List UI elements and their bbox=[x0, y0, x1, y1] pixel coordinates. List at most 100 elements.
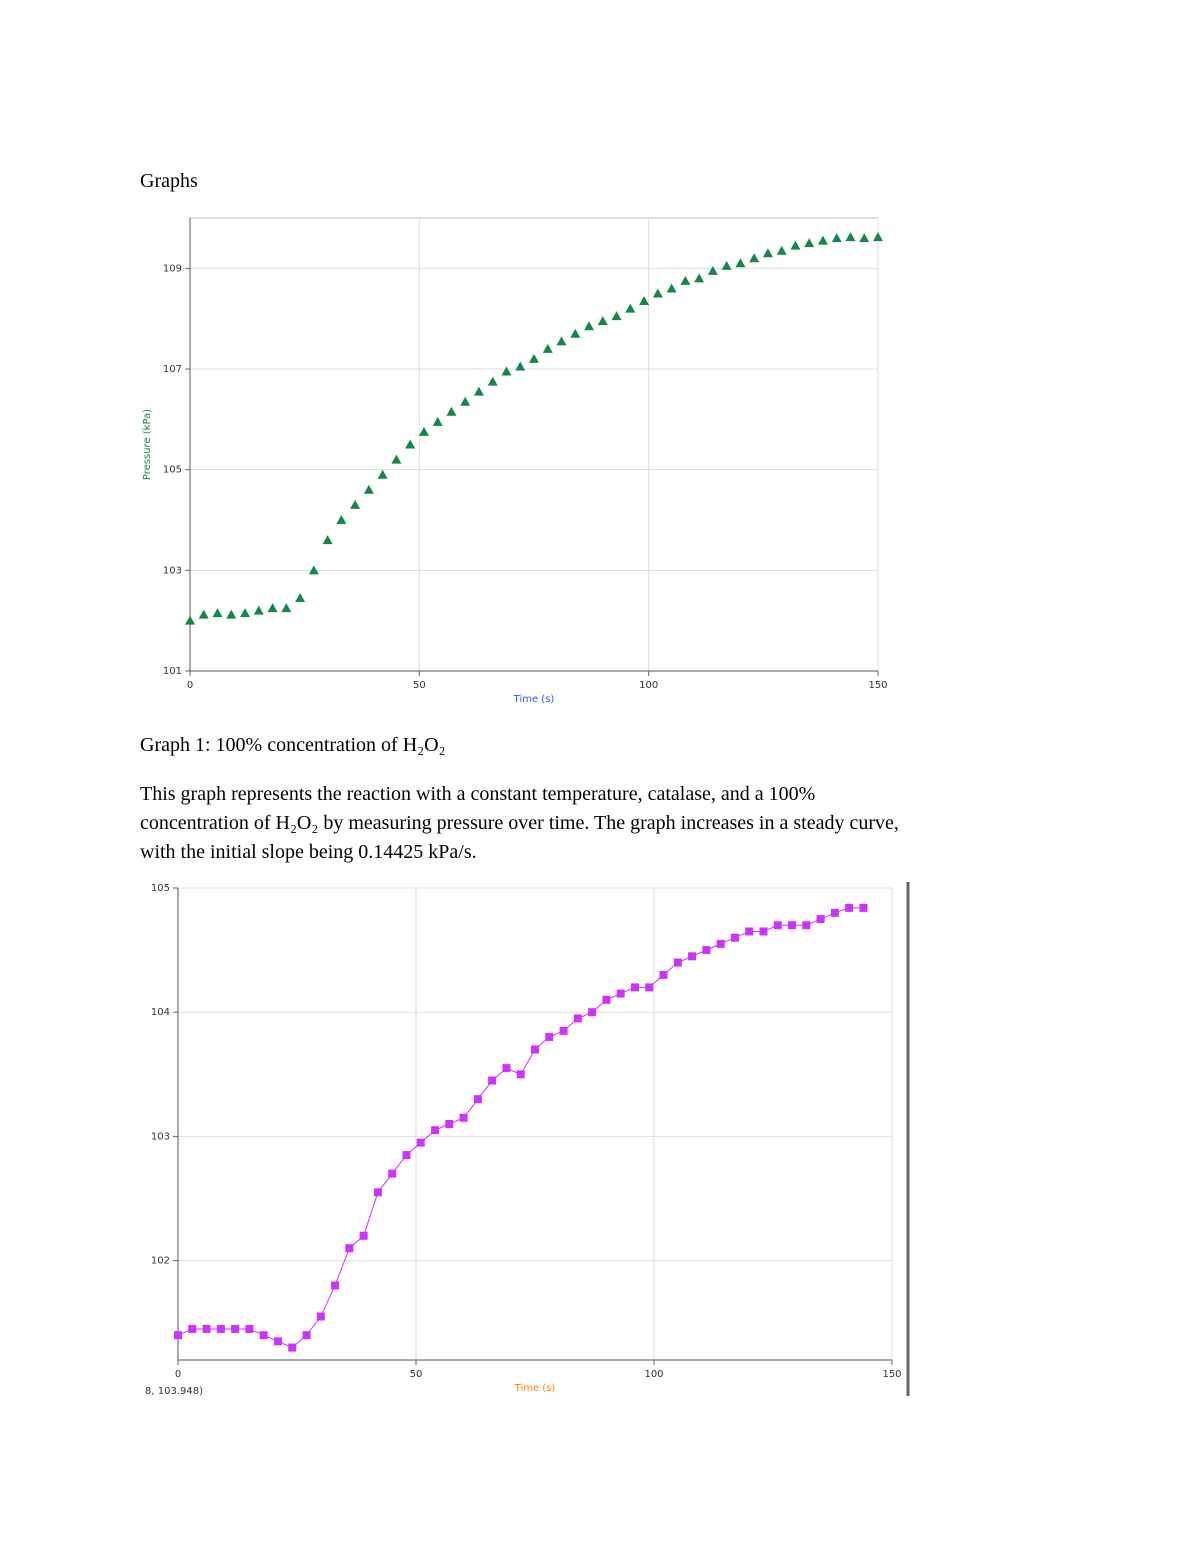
data-point bbox=[459, 1113, 468, 1122]
data-point bbox=[188, 1324, 197, 1333]
data-point bbox=[322, 535, 333, 545]
data-point bbox=[831, 233, 842, 243]
x-tick-label: 0 bbox=[175, 1369, 181, 1380]
y-tick-label: 104 bbox=[151, 1007, 170, 1018]
data-point bbox=[316, 1312, 325, 1321]
data-point bbox=[373, 1188, 382, 1197]
data-point bbox=[473, 386, 484, 396]
x-tick-label: 150 bbox=[882, 1369, 901, 1380]
plot-area bbox=[177, 887, 893, 1361]
data-point bbox=[281, 603, 292, 613]
data-point bbox=[245, 1324, 254, 1333]
data-point bbox=[529, 353, 539, 363]
data-point bbox=[873, 232, 883, 242]
y-tick-label: 105 bbox=[163, 465, 182, 476]
paragraph-line: concentration of H₂O₂ by measuring press… bbox=[140, 812, 899, 834]
data-point bbox=[762, 248, 773, 258]
data-point bbox=[707, 265, 718, 275]
data-point bbox=[487, 376, 498, 386]
data-point bbox=[418, 426, 429, 436]
data-point bbox=[198, 609, 209, 619]
data-point bbox=[611, 311, 622, 321]
paragraph-line: This graph represents the reaction with … bbox=[140, 783, 815, 805]
data-point bbox=[602, 995, 611, 1004]
data-point bbox=[556, 336, 567, 346]
data-point bbox=[721, 260, 732, 270]
data-point bbox=[405, 439, 416, 449]
x-tick-label: 100 bbox=[639, 680, 658, 691]
data-point bbox=[416, 1138, 425, 1147]
data-point bbox=[680, 275, 691, 285]
x-axis-label: Time (s) bbox=[513, 694, 555, 705]
data-point bbox=[226, 609, 237, 619]
data-point bbox=[515, 361, 526, 371]
data-point bbox=[788, 921, 797, 930]
data-point bbox=[345, 1244, 354, 1253]
data-point bbox=[645, 983, 654, 992]
caption: Graph 1: 100% concentration of H₂O₂ bbox=[140, 734, 446, 756]
data-point bbox=[431, 1126, 440, 1135]
data-point bbox=[542, 343, 553, 353]
data-point bbox=[501, 366, 512, 376]
paragraph-line: with the initial slope being 0.14425 kPa… bbox=[140, 841, 477, 863]
data-point bbox=[267, 603, 278, 613]
data-point bbox=[804, 238, 815, 248]
y-tick-label: 107 bbox=[163, 364, 182, 375]
y-tick-label: 105 bbox=[151, 883, 170, 894]
data-point bbox=[730, 933, 739, 942]
data-point bbox=[666, 283, 677, 293]
data-point bbox=[702, 946, 711, 955]
data-point bbox=[716, 939, 725, 948]
data-point bbox=[350, 499, 361, 509]
data-point bbox=[776, 245, 787, 255]
data-point bbox=[212, 608, 223, 618]
data-point bbox=[845, 903, 854, 912]
data-point bbox=[377, 469, 388, 479]
y-tick-label: 101 bbox=[163, 666, 182, 677]
data-point bbox=[363, 484, 374, 494]
x-tick-label: 150 bbox=[868, 680, 887, 691]
data-point bbox=[845, 232, 856, 242]
data-point bbox=[802, 921, 811, 930]
data-point bbox=[735, 258, 746, 268]
data-point bbox=[502, 1064, 511, 1073]
data-point bbox=[817, 235, 828, 245]
data-point bbox=[336, 515, 347, 524]
data-point bbox=[388, 1169, 397, 1178]
data-point bbox=[652, 288, 663, 298]
data-point bbox=[473, 1095, 482, 1104]
data-point bbox=[859, 233, 870, 243]
data-point bbox=[295, 593, 306, 603]
data-point bbox=[573, 1014, 582, 1023]
data-point bbox=[253, 605, 264, 615]
data-point bbox=[516, 1070, 525, 1079]
data-point bbox=[445, 1120, 454, 1128]
data-point bbox=[216, 1324, 225, 1333]
y-tick-label: 109 bbox=[163, 263, 182, 274]
data-point bbox=[597, 316, 608, 326]
data-point bbox=[288, 1343, 297, 1352]
data-point bbox=[359, 1231, 368, 1240]
x-tick-label: 0 bbox=[187, 680, 193, 691]
data-point bbox=[432, 416, 443, 426]
data-point bbox=[402, 1151, 411, 1160]
data-point bbox=[446, 406, 457, 416]
data-point bbox=[659, 970, 668, 979]
data-point bbox=[830, 908, 839, 917]
y-tick-label: 102 bbox=[151, 1256, 170, 1267]
heading: Graphs bbox=[140, 170, 198, 192]
data-point bbox=[185, 615, 195, 625]
data-point bbox=[559, 1026, 568, 1035]
data-point bbox=[616, 989, 625, 998]
data-point bbox=[531, 1045, 539, 1054]
data-point bbox=[625, 303, 636, 313]
data-point bbox=[259, 1331, 268, 1340]
data-point bbox=[240, 608, 251, 618]
data-point bbox=[790, 240, 801, 250]
data-point bbox=[749, 253, 760, 263]
data-point bbox=[584, 321, 595, 331]
data-point bbox=[391, 454, 402, 464]
data-point bbox=[174, 1331, 182, 1340]
data-point bbox=[759, 927, 768, 936]
data-point bbox=[859, 903, 868, 912]
